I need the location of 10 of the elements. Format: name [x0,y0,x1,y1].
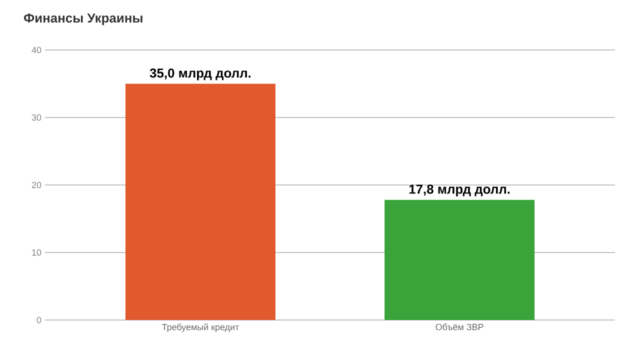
data-label: 35,0 млрд долл. [150,68,251,80]
y-tick-label: 10 [32,249,42,256]
y-tick-label: 0 [36,316,42,324]
y-tick-label: 20 [32,182,42,188]
y-tick-label: 40 [32,46,42,54]
chart-title: Финансы Украины [24,14,142,26]
data-label: 17,8 млрд долл. [409,184,510,196]
y-tick-label: 30 [32,114,42,121]
x-tick-label: Объём ЗВР [436,324,484,330]
x-tick-label: Требуемый кредит [162,324,239,332]
